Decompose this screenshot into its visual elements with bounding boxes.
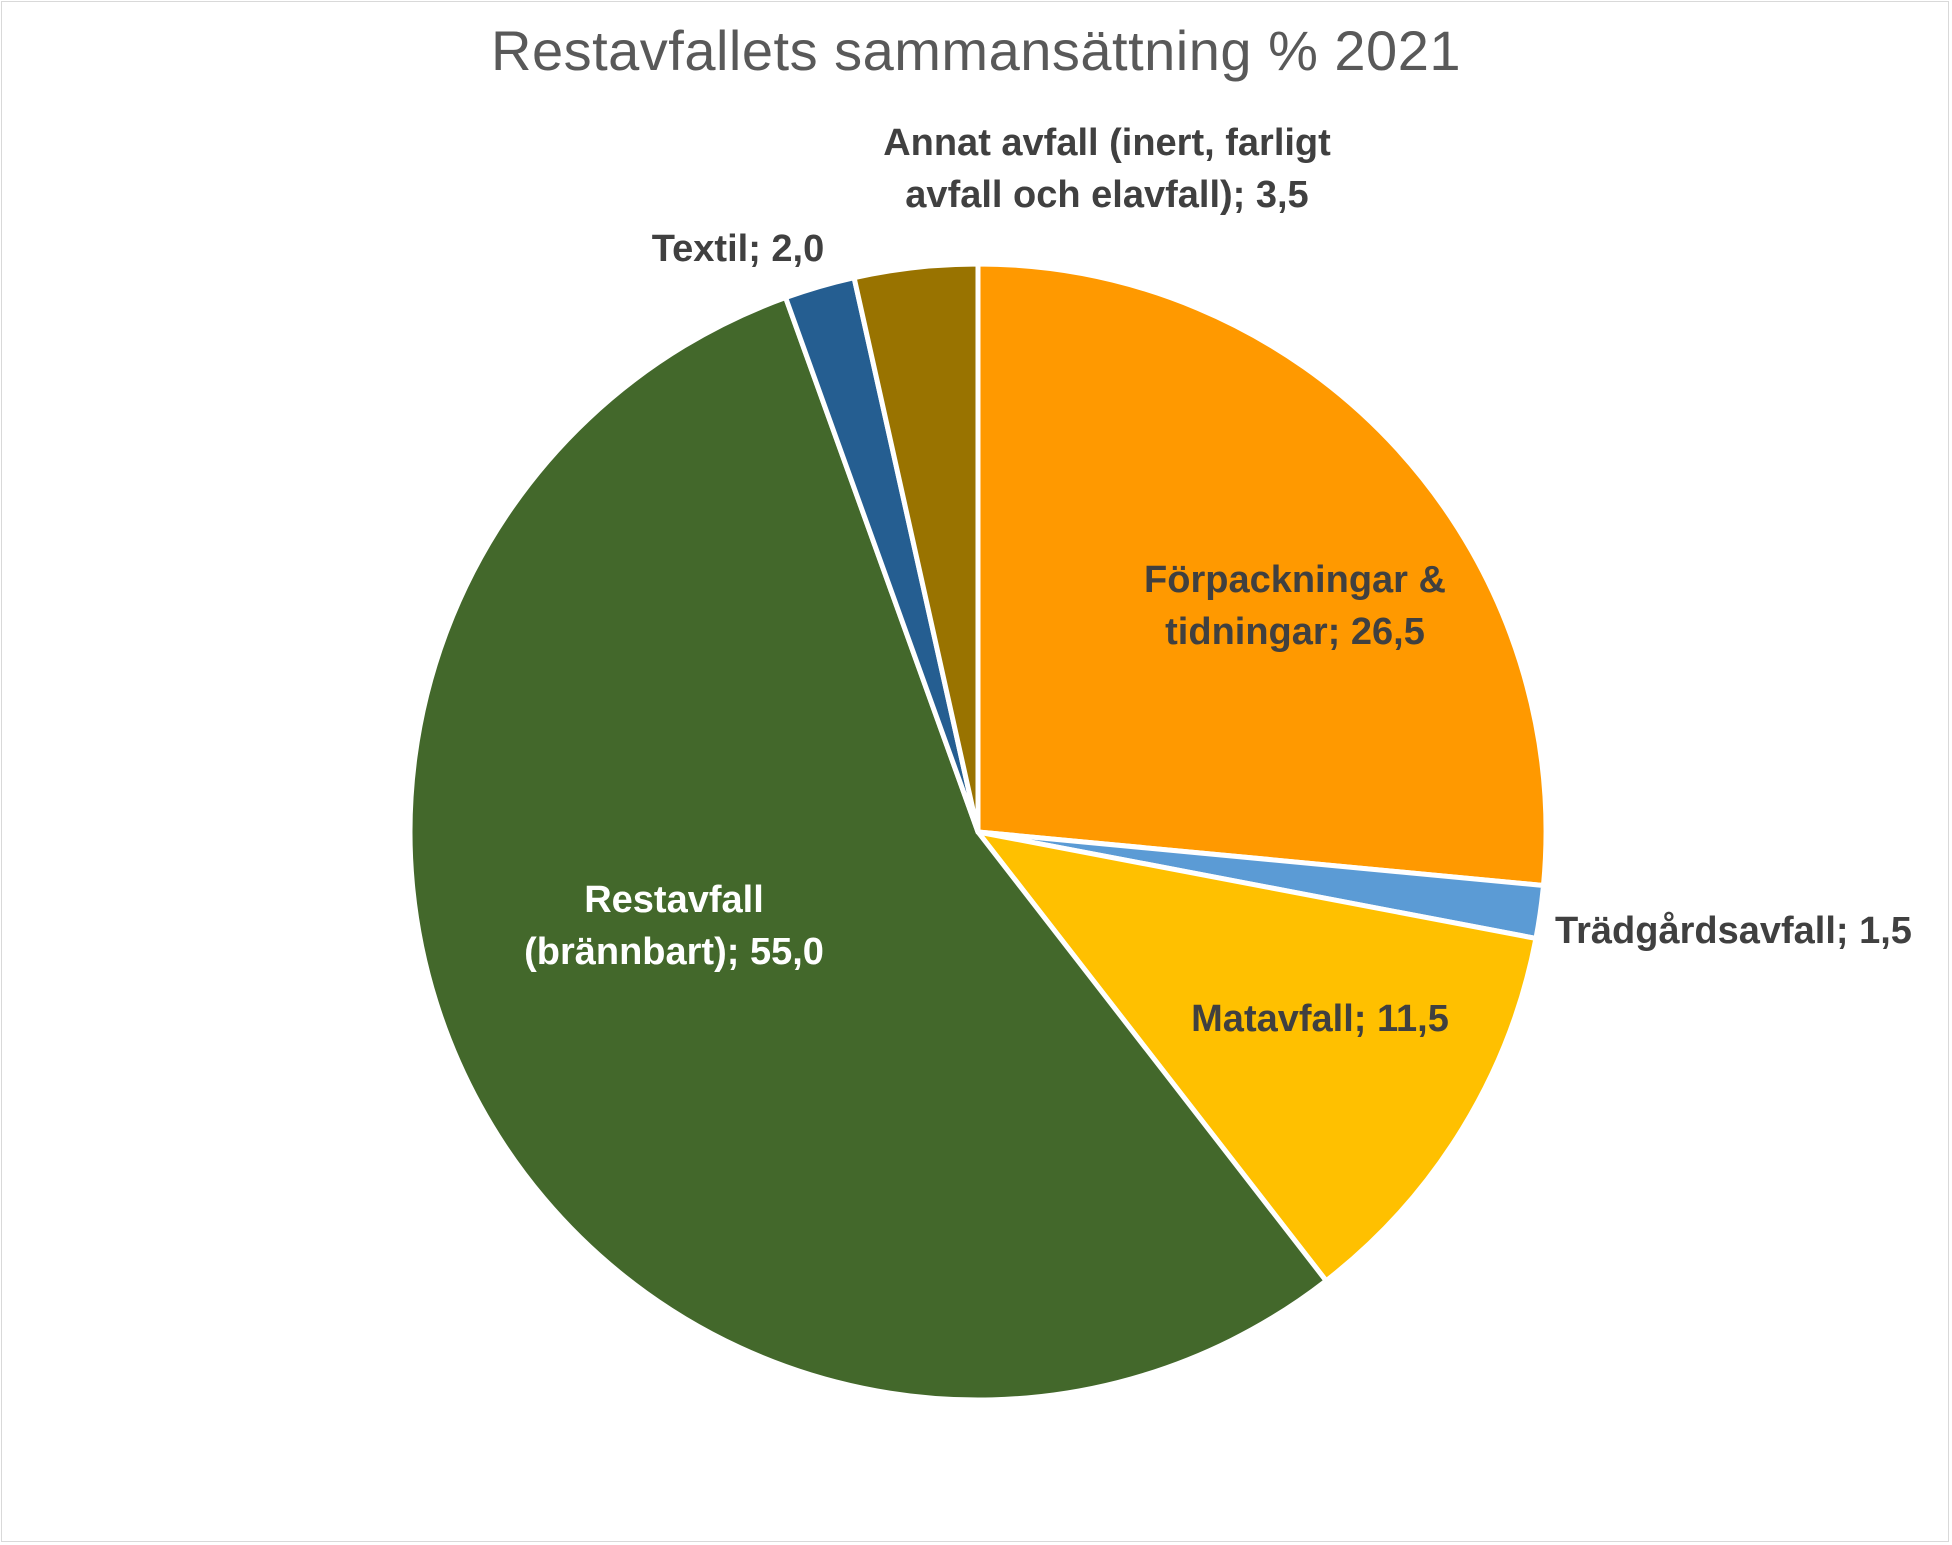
data-label-line: Trädgårdsavfall; 1,5 <box>1555 910 1912 952</box>
data-label-4: Restavfall (brännbart); 55,0 <box>524 879 824 973</box>
pie-slice-6 <box>851 261 981 835</box>
data-label-line: Annat avfall (inert, farligt <box>883 122 1331 164</box>
data-label-line: tidningar; 26,5 <box>1165 611 1425 653</box>
data-label-3: Matavfall; 11,5 <box>1191 998 1449 1040</box>
pie-slice-4 <box>407 295 1329 1403</box>
data-label-6: Annat avfall (inert, farligt avfall och e… <box>883 122 1331 216</box>
data-label-line: Restavfall <box>584 879 764 921</box>
data-label-2: Trädgårdsavfall; 1,5 <box>1555 910 1912 952</box>
data-label-line: avfall och elavfall); 3,5 <box>905 174 1308 216</box>
data-label-line: Förpackningar & <box>1144 559 1446 601</box>
data-label-1: Förpackningar & tidningar; 26,5 <box>1144 559 1446 653</box>
pie-slice-1 <box>975 261 1549 888</box>
pie-slices <box>407 261 1549 1403</box>
data-label-line: Textil; 2,0 <box>652 228 824 270</box>
chart-title: Restavfallets sammansättning % 2021 <box>491 19 1461 82</box>
pie-data-labels: Förpackningar & tidningar; 26,5 Trädgårdsa… <box>524 122 1912 1040</box>
data-label-line: (brännbart); 55,0 <box>524 931 824 973</box>
pie-slice-3 <box>975 829 1539 1284</box>
data-label-5: Textil; 2,0 <box>652 228 824 270</box>
data-label-line: Matavfall; 11,5 <box>1191 998 1449 1040</box>
